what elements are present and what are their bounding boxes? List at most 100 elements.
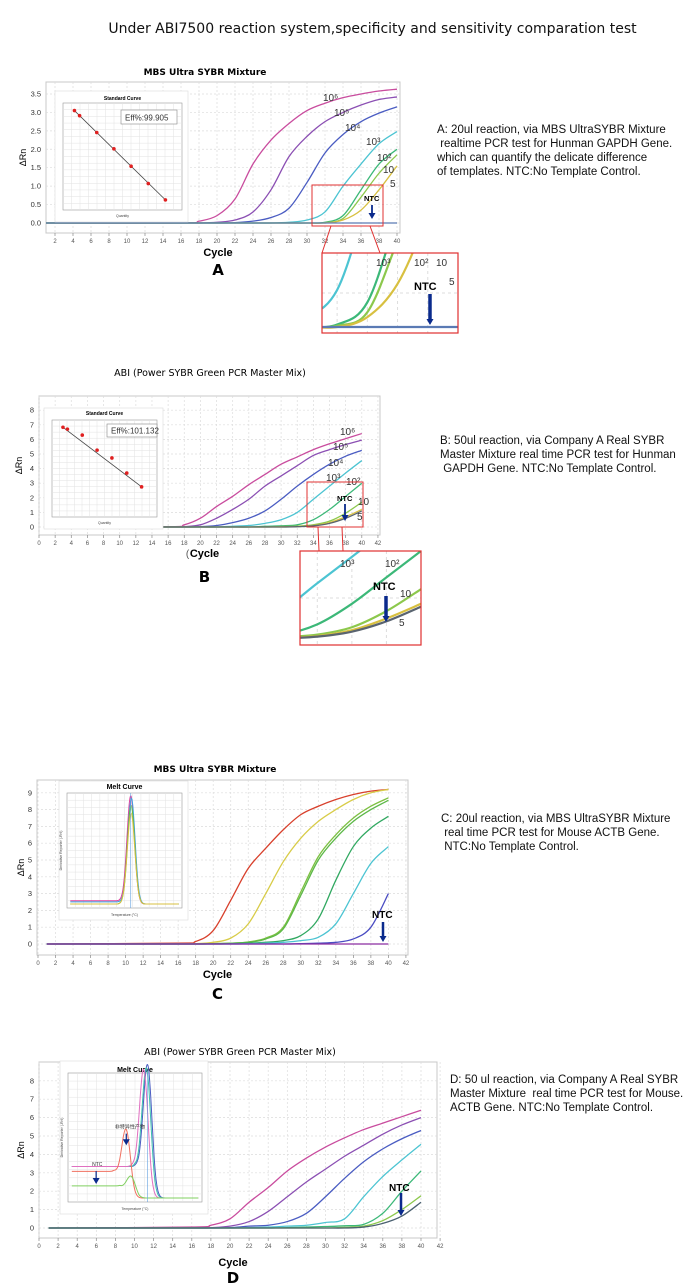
panel-b-x-tick-label: 4 bbox=[70, 541, 74, 547]
panel-c-x-tick-label: 32 bbox=[315, 961, 322, 967]
panel-a-x-tick-label: 18 bbox=[196, 239, 203, 245]
panel-b-x-tick-label: 20 bbox=[197, 541, 204, 547]
panel-b-y-tick-label: 3 bbox=[30, 479, 34, 488]
panel-b-magnified-frame bbox=[299, 550, 422, 646]
panel-a-curve-label: 10² bbox=[377, 153, 392, 164]
panel-c-ntc-label: NTC bbox=[372, 910, 393, 921]
panel-b-efficiency-value: Eff%:101.132 bbox=[111, 427, 159, 436]
panel-a-y-tick-label: 0.0 bbox=[31, 219, 41, 228]
panel-d-y-axis-label: ΔRn bbox=[16, 1141, 26, 1159]
panel-b-x-tick-label: 22 bbox=[213, 541, 220, 547]
panel-d-nonspecific-arrow-head bbox=[122, 1139, 130, 1146]
panel-c-x-tick-label: 30 bbox=[297, 961, 304, 967]
panel-d-x-tick-label: 16 bbox=[188, 1244, 195, 1250]
panel-b-magnified-curve-label: 10³ bbox=[340, 559, 355, 570]
panel-c-x-tick-label: 26 bbox=[262, 961, 269, 967]
panel-a-series-10-line bbox=[45, 88, 398, 224]
panel-b-zoom-connector bbox=[317, 526, 320, 552]
panel-b-standard-curve-fit-line bbox=[62, 426, 142, 488]
panel-c-x-tick-label: 10 bbox=[122, 961, 129, 967]
panel-c-x-tick-label: 12 bbox=[140, 961, 147, 967]
panel-a-x-tick-label: 34 bbox=[340, 239, 347, 245]
panel-c-x-tick-label: 42 bbox=[403, 961, 410, 967]
panel-b-curve-label: 5 bbox=[357, 512, 363, 523]
panel-a-x-tick-label: 12 bbox=[142, 239, 149, 245]
panel-a-panel-letter: A bbox=[212, 261, 224, 279]
panel-c-y-tick-label: 5 bbox=[28, 856, 32, 865]
panel-b-x-tick-label: 12 bbox=[132, 541, 139, 547]
panel-c-x-tick-label: 36 bbox=[350, 961, 357, 967]
panel-a-x-tick-label: 20 bbox=[214, 239, 221, 245]
panel-a-curve-label: 10³ bbox=[366, 137, 381, 148]
panel-b-series-NTC-line bbox=[47, 510, 363, 528]
panel-a-magnified-ntc-arrow-head bbox=[426, 319, 434, 325]
panel-a-inset-x-label: Quantity bbox=[116, 214, 129, 218]
panel-a-standard-curve-point bbox=[129, 164, 133, 168]
panel-b-x-tick-label: 34 bbox=[310, 541, 317, 547]
panel-d-x-tick-label: 2 bbox=[56, 1244, 60, 1250]
panel-c-x-tick-label: 28 bbox=[280, 961, 287, 967]
panel-a-x-tick-label: 28 bbox=[286, 239, 293, 245]
panel-a-magnified-curve-label: 10 bbox=[436, 258, 448, 269]
panel-c-x-tick-label: 24 bbox=[245, 961, 252, 967]
panel-a-x-axis-label: Cycle bbox=[203, 247, 232, 259]
panel-b-ntc-arrow-head bbox=[341, 515, 349, 521]
panel-b-x-tick-label: 6 bbox=[86, 541, 90, 547]
panel-a-x-tick-label: 36 bbox=[358, 239, 365, 245]
panel-c-panel-letter: C bbox=[212, 985, 223, 1003]
panel-a-description: A: 20ul reaction, via MBS UltraSYBR Mixt… bbox=[437, 124, 673, 178]
panel-b-zoom-connector bbox=[341, 526, 344, 552]
panel-a-inset-title: Standard Curve bbox=[104, 96, 141, 102]
panel-a-x-tick-label: 24 bbox=[250, 239, 257, 245]
panel-d-x-tick-label: 24 bbox=[265, 1244, 272, 1250]
panel-d-x-tick-label: 10 bbox=[131, 1244, 138, 1250]
panel-d-ntc-label: NTC bbox=[389, 1183, 410, 1194]
panel-c-inset-x-label: Temperature (°C) bbox=[111, 913, 138, 917]
panel-b-magnified-curve-label: 10² bbox=[385, 559, 400, 570]
panel-d-y-tick-label: 2 bbox=[30, 1187, 34, 1196]
panel-b-magnified-view: 10³ 10² 10 5 NTC bbox=[299, 481, 422, 646]
panel-d-inset-ntc-arrow-head bbox=[92, 1177, 100, 1184]
panel-c-x-tick-label: 22 bbox=[227, 961, 234, 967]
panel-d-inset-title: Melt Curve bbox=[117, 1067, 153, 1074]
panel-c-x-tick-label: 4 bbox=[71, 961, 75, 967]
panel-b-magnified-series-line bbox=[300, 551, 362, 599]
panel-c-description: C: 20ul reaction, via MBS UltraSYBR Mixt… bbox=[441, 813, 671, 853]
panel-d-x-tick-label: 26 bbox=[284, 1244, 291, 1250]
panel-a-x-tick-label: 40 bbox=[394, 239, 401, 245]
panel-b-inset-title: Standard Curve bbox=[86, 411, 123, 417]
panel-d-x-tick-label: 32 bbox=[341, 1244, 348, 1250]
panel-d-chart-title: ABI (Power SYBR Green PCR Master Mix) bbox=[144, 1047, 336, 1058]
panel-d-inset-x-label: Temperature (°C) bbox=[122, 1207, 149, 1211]
panel-a-ntc-label: NTC bbox=[364, 194, 380, 203]
panel-c-y-tick-label: 1 bbox=[28, 923, 32, 932]
panel-a-curve-label: 5 bbox=[390, 179, 396, 190]
panel-d-y-tick-label: 8 bbox=[30, 1076, 34, 1085]
panel-d-x-tick-label: 36 bbox=[379, 1244, 386, 1250]
panel-d-series-NTC-line bbox=[48, 1201, 422, 1229]
panel-a-standard-curve-point bbox=[163, 198, 168, 202]
panel-d-y-tick-label: 5 bbox=[30, 1132, 34, 1141]
panel-a-standard-curve-point bbox=[94, 130, 99, 135]
panel-b-standard-curve-point bbox=[80, 433, 85, 437]
panel-b-x-tick-label: 8 bbox=[102, 541, 106, 547]
panel-b-x-tick-label: 10 bbox=[116, 541, 123, 547]
panel-a-standard-curve-point bbox=[146, 181, 151, 186]
panel-b-inset: Standard Curve Quantity Eff%:101.132 bbox=[43, 407, 164, 530]
panel-a-y-tick-label: 1.5 bbox=[31, 163, 41, 172]
panel-a-x-tick-label: 2 bbox=[53, 239, 57, 245]
panel-a-x-tick-label: 10 bbox=[124, 239, 131, 245]
panel-b-x-axis-label-prefix: ( bbox=[186, 549, 190, 560]
panel-a-zoom-region-box bbox=[311, 184, 384, 227]
panel-c-x-tick-label: 40 bbox=[385, 961, 392, 967]
panel-b-x-tick-label: 30 bbox=[278, 541, 285, 547]
panel-a-standard-curve-point bbox=[72, 108, 77, 113]
panel-b-panel-letter: B bbox=[199, 568, 210, 586]
panel-b-description: B: 50ul reaction, via Company A Real SYB… bbox=[440, 435, 676, 475]
panel-b-x-tick-label: 14 bbox=[149, 541, 156, 547]
panel-c-x-tick-label: 20 bbox=[210, 961, 217, 967]
panel-a-curve-label: 10 bbox=[383, 165, 395, 176]
panel-a-x-tick-label: 6 bbox=[89, 239, 93, 245]
